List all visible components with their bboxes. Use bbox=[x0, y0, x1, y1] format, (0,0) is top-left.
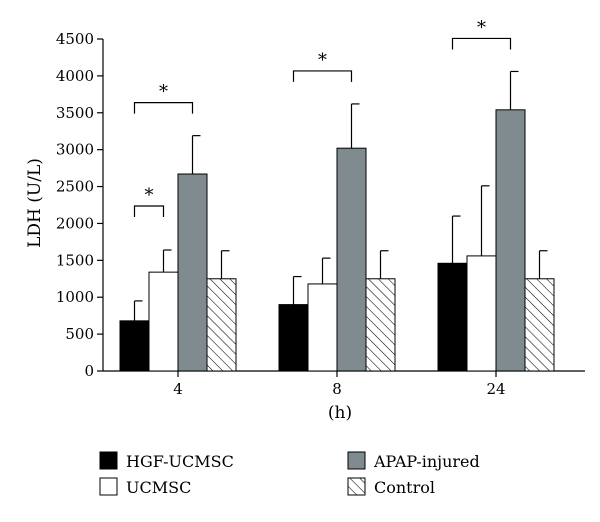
y-tick-label: 2500 bbox=[56, 178, 94, 196]
bar bbox=[148, 271, 179, 372]
y-tick-label: 4500 bbox=[56, 30, 94, 48]
bar bbox=[365, 278, 396, 372]
bar bbox=[119, 320, 150, 372]
significance-star: * bbox=[318, 50, 327, 71]
legend: HGF-UCMSC UCMSC APAP-injured Control bbox=[99, 451, 480, 497]
bar bbox=[278, 304, 309, 372]
bar bbox=[206, 278, 237, 372]
legend-swatch bbox=[347, 477, 366, 496]
legend-label: HGF-UCMSC bbox=[126, 452, 234, 471]
bar bbox=[336, 147, 367, 372]
bar bbox=[307, 283, 338, 372]
y-tick-label: 3000 bbox=[56, 141, 94, 159]
bar bbox=[495, 109, 526, 372]
y-tick-label: 0 bbox=[84, 362, 94, 380]
bar bbox=[524, 278, 555, 372]
significance-bracket bbox=[133, 102, 194, 114]
x-axis-title: (h) bbox=[328, 403, 352, 423]
legend-label: UCMSC bbox=[126, 478, 191, 497]
x-tick-label: 8 bbox=[332, 380, 342, 398]
bar bbox=[437, 262, 468, 372]
legend-swatch bbox=[347, 451, 366, 470]
plot-area: 0 500 1000 1500 2000 2500 3000 3500 4000 4500 4 8 24… bbox=[56, 17, 585, 398]
x-tick-label: 4 bbox=[173, 380, 183, 398]
x-tick-label: 24 bbox=[486, 380, 505, 398]
y-tick-label: 1000 bbox=[56, 288, 94, 306]
legend-swatch bbox=[99, 451, 118, 470]
y-tick-label: 3500 bbox=[56, 104, 94, 122]
bar bbox=[177, 173, 208, 372]
legend-label: APAP-injured bbox=[373, 452, 480, 471]
significance-star: * bbox=[159, 82, 168, 103]
legend-label: Control bbox=[374, 478, 435, 497]
legend-swatch bbox=[99, 477, 118, 496]
y-tick-label: 500 bbox=[65, 325, 94, 343]
significance-bracket bbox=[292, 70, 353, 82]
significance-star: * bbox=[145, 185, 154, 206]
significance-bracket bbox=[133, 205, 165, 218]
y-tick-label: 1500 bbox=[56, 251, 94, 269]
y-tick-label: 4000 bbox=[56, 67, 94, 85]
y-tick-label: 2000 bbox=[56, 214, 94, 232]
bar bbox=[466, 255, 497, 372]
significance-star: * bbox=[477, 17, 486, 38]
significance-bracket bbox=[451, 37, 512, 50]
y-axis-title: LDH (U/L) bbox=[25, 158, 45, 248]
